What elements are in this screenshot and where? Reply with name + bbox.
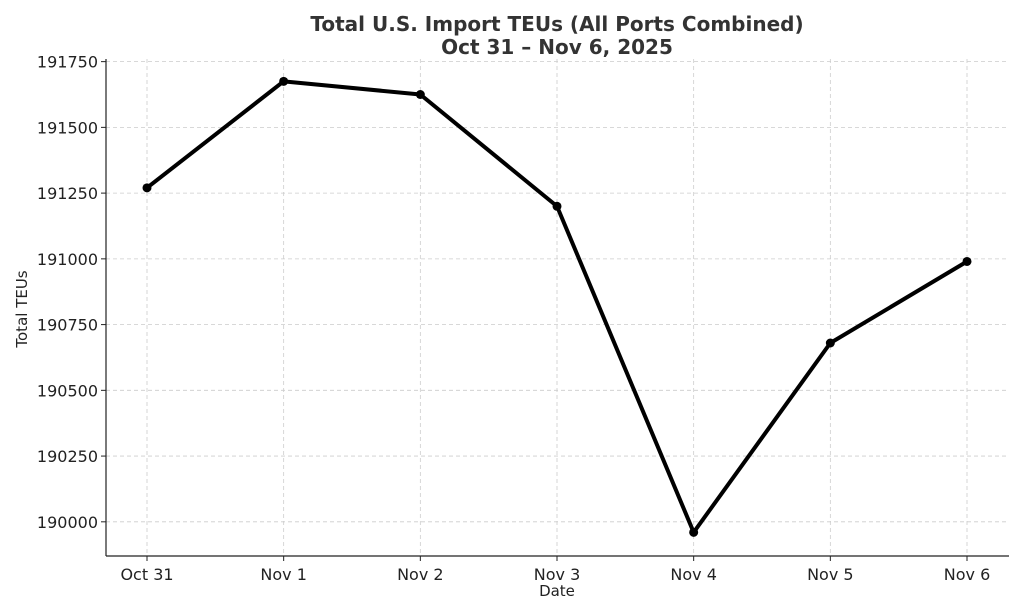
- y-tick-label: 190750: [37, 316, 98, 335]
- y-axis-label: Total TEUs: [13, 270, 31, 348]
- data-point: [689, 527, 699, 537]
- y-tick-label: 191500: [37, 118, 98, 137]
- x-tick-label: Nov 2: [397, 565, 444, 584]
- y-tick-label: 191250: [37, 184, 98, 203]
- y-tick-label: 191000: [37, 250, 98, 269]
- series-layer: [142, 76, 972, 537]
- axes-layer: [105, 59, 1009, 557]
- chart-subtitle: Oct 31 – Nov 6, 2025: [441, 35, 673, 59]
- data-point: [825, 338, 835, 348]
- data-point: [415, 90, 425, 99]
- data-point: [552, 201, 562, 211]
- data-point: [142, 183, 152, 193]
- x-tick-label: Nov 6: [944, 565, 991, 584]
- data-point: [279, 76, 289, 86]
- x-tick-label: Nov 3: [534, 565, 581, 584]
- x-tick-label: Nov 4: [670, 565, 717, 584]
- ticks-layer: Oct 31 Nov 1 Nov 2 Nov 3 Nov 4 Nov 5 Nov 6 1900…: [37, 53, 990, 584]
- x-tick-label: Nov 1: [260, 565, 307, 584]
- y-tick-label: 191750: [37, 53, 98, 72]
- data-point: [962, 256, 972, 266]
- y-tick-label: 190250: [37, 447, 98, 466]
- x-axis-label: Date: [539, 582, 575, 600]
- y-tick-label: 190000: [37, 513, 98, 532]
- chart-title: Total U.S. Import TEUs (All Ports Combin…: [310, 12, 803, 36]
- grid-layer: [106, 59, 1009, 556]
- x-tick-label: Oct 31: [120, 565, 173, 584]
- y-tick-label: 190500: [37, 381, 98, 400]
- x-tick-label: Nov 5: [807, 565, 854, 584]
